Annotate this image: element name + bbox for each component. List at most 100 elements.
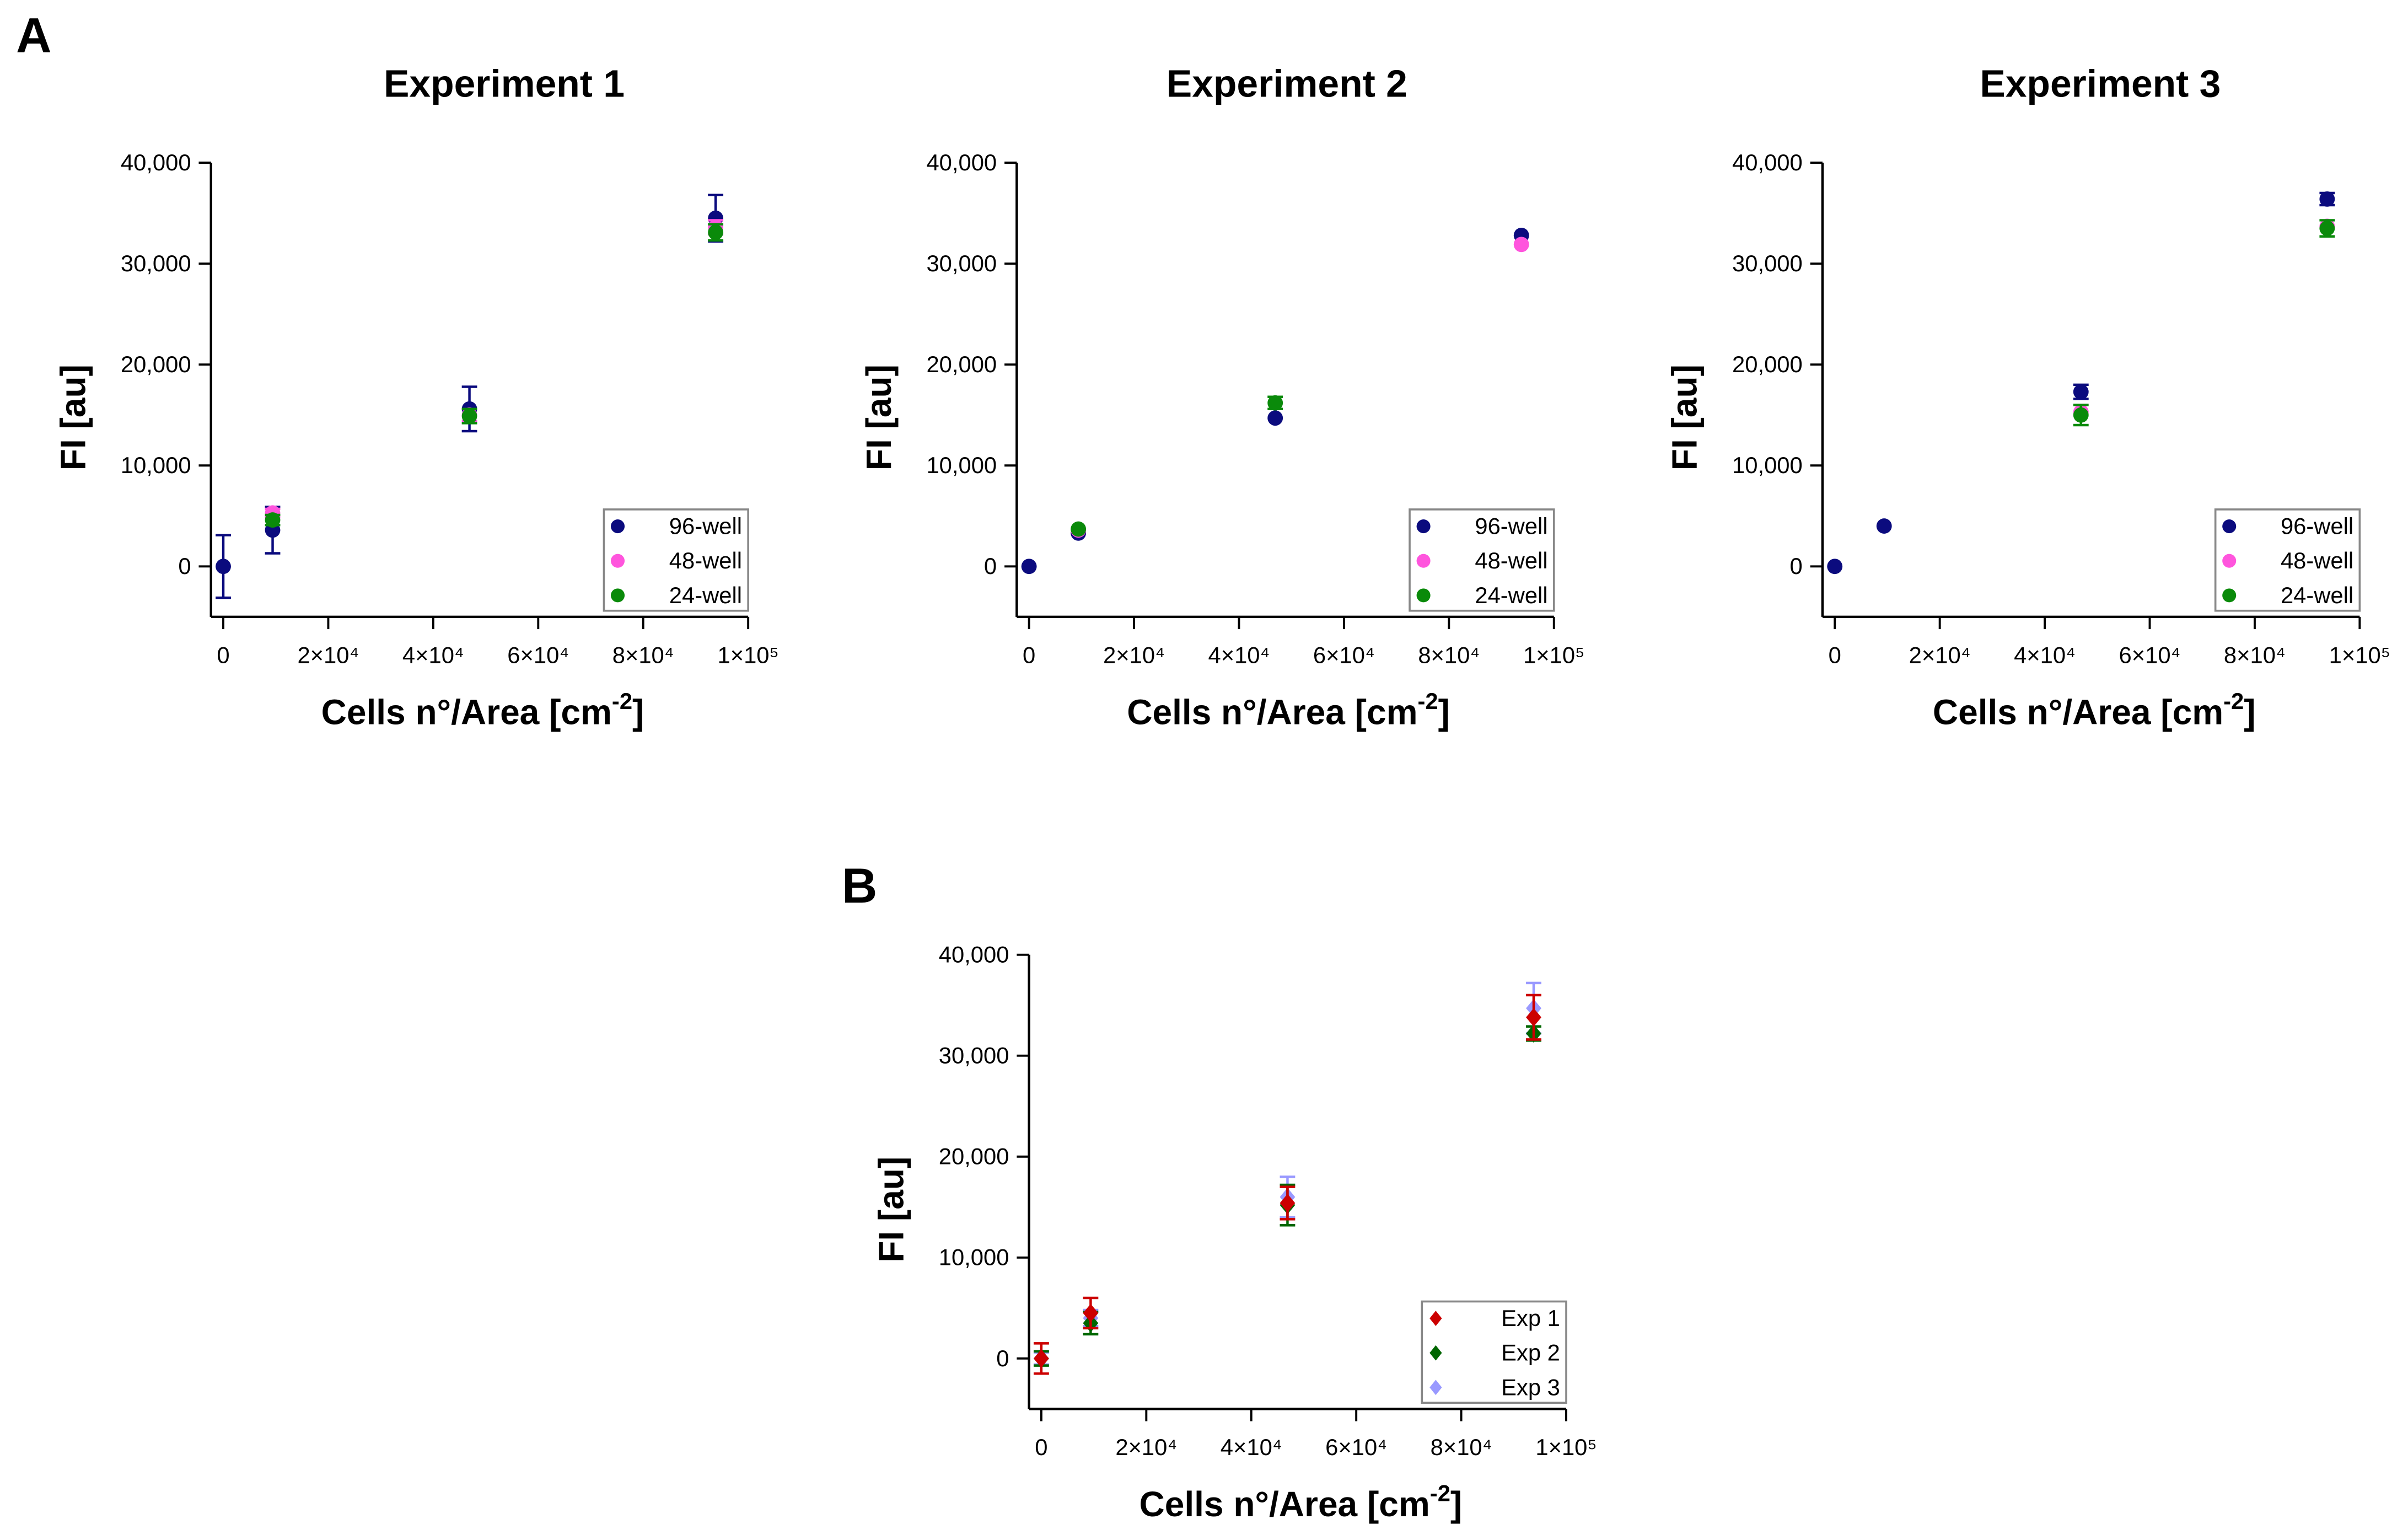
x-tick-label: 4×10⁴ — [2014, 642, 2076, 668]
x-tick-label: 6×10⁴ — [1313, 642, 1375, 668]
legend: 96-well 48-well 24-well — [2214, 508, 2361, 612]
y-tick-label: 0 — [984, 553, 997, 579]
data-point — [1827, 559, 1843, 575]
series-24-well — [2073, 219, 2335, 427]
legend-marker — [2222, 554, 2237, 568]
x-tick-label: 0 — [1829, 642, 1841, 668]
legend-marker — [2222, 519, 2237, 534]
legend-marker — [2222, 588, 2237, 603]
legend-box — [1421, 1300, 1567, 1404]
x-tick-label: 0 — [217, 642, 229, 668]
legend: 96-well 48-well 24-well — [1409, 508, 1555, 612]
y-tick-label: 20,000 — [926, 351, 997, 377]
legend-marker — [1416, 554, 1431, 568]
x-tick-label: 0 — [1035, 1434, 1047, 1460]
legend-label: 48-well — [1475, 548, 1547, 573]
data-point — [2073, 407, 2089, 423]
series-48-well — [265, 219, 724, 521]
legend-label: 96-well — [669, 513, 742, 539]
legend-box — [2214, 508, 2361, 612]
legend-label: Exp 3 — [1501, 1374, 1560, 1400]
x-tick-label: 1×10⁵ — [717, 642, 778, 668]
chart-1: Experiment 1 0 10,000 20,000 30,000 40,000 0 2×… — [53, 62, 778, 732]
x-tick-label: 8×10⁴ — [2224, 642, 2286, 668]
legend-marker — [610, 519, 625, 534]
series-48-well — [1071, 237, 1529, 538]
y-tick-label: 40,000 — [121, 149, 191, 175]
y-tick-label: 20,000 — [939, 1144, 1009, 1169]
x-tick-label: 4×10⁴ — [402, 642, 464, 668]
y-axis-label: FI [au] — [871, 1157, 911, 1263]
legend-label: Exp 2 — [1501, 1340, 1560, 1366]
x-tick-label: 4×10⁴ — [1208, 642, 1270, 668]
y-tick-label: 20,000 — [1732, 351, 1803, 377]
x-axis-label: Cells n°/Area [cm-2] — [1933, 688, 2256, 732]
data-point — [2319, 191, 2335, 207]
legend-label: 48-well — [2281, 548, 2353, 573]
data-point — [1876, 518, 1892, 534]
chart-2: Experiment 2 0 10,000 20,000 30,000 40,000 0 2×… — [859, 62, 1584, 732]
x-tick-label: 2×10⁴ — [1103, 642, 1165, 668]
y-tick-label: 10,000 — [939, 1244, 1009, 1270]
legend: Exp 1 Exp 2 Exp 3 — [1421, 1300, 1567, 1404]
legend-marker — [1416, 519, 1431, 534]
data-point — [216, 559, 231, 575]
y-tick-label: 40,000 — [926, 149, 997, 175]
legend-box — [603, 508, 749, 612]
legend-label: 24-well — [2281, 582, 2353, 608]
y-tick-label: 30,000 — [939, 1043, 1009, 1069]
series-24-well — [265, 223, 724, 528]
legend-marker — [1416, 588, 1431, 603]
panel-label-a: A — [16, 8, 51, 63]
data-point — [1513, 237, 1529, 253]
x-tick-label: 6×10⁴ — [507, 642, 569, 668]
data-point — [461, 408, 477, 424]
y-tick-label: 0 — [996, 1345, 1009, 1371]
legend-label: 24-well — [1475, 582, 1547, 608]
x-axis-label: Cells n°/Area [cm-2] — [321, 688, 644, 732]
series-exp-1 — [1033, 994, 1541, 1375]
legend-label: 96-well — [1475, 513, 1547, 539]
x-tick-label: 2×10⁴ — [1115, 1434, 1177, 1460]
y-axis-label: FI [au] — [1665, 364, 1705, 470]
data-point — [1267, 410, 1283, 426]
series-96-well — [1827, 191, 2335, 575]
y-tick-label: 20,000 — [121, 351, 191, 377]
data-point — [1083, 1303, 1099, 1323]
y-tick-label: 10,000 — [1732, 452, 1803, 478]
data-point — [1071, 521, 1087, 537]
x-axis-label: Cells n°/Area [cm-2] — [1140, 1480, 1463, 1524]
data-point — [1021, 559, 1037, 575]
legend-marker — [610, 554, 625, 568]
x-tick-label: 1×10⁵ — [2329, 642, 2390, 668]
chart-3: Experiment 3 0 10,000 20,000 30,000 40,000 0 2×… — [1665, 62, 2390, 732]
y-tick-label: 40,000 — [1732, 149, 1803, 175]
chart-title: Experiment 1 — [384, 62, 625, 105]
y-tick-label: 0 — [1790, 553, 1803, 579]
legend-label: 48-well — [669, 548, 742, 573]
legend-label: Exp 1 — [1501, 1305, 1560, 1331]
data-point — [1267, 395, 1283, 411]
x-tick-label: 2×10⁴ — [1909, 642, 1971, 668]
x-tick-label: 8×10⁴ — [612, 642, 674, 668]
series-24-well — [1071, 395, 1283, 537]
y-axis-label: FI [au] — [53, 364, 93, 470]
y-tick-label: 10,000 — [121, 452, 191, 478]
chart-title: Experiment 3 — [1980, 62, 2221, 105]
chart-4: 0 10,000 20,000 30,000 40,000 0 2×10⁴ 4×10⁴ 6×10… — [871, 942, 1597, 1525]
y-tick-label: 30,000 — [1732, 250, 1803, 276]
panel-label-b: B — [842, 858, 877, 913]
y-tick-label: 30,000 — [121, 250, 191, 276]
data-point — [708, 224, 724, 240]
x-tick-label: 1×10⁵ — [1535, 1434, 1597, 1460]
y-tick-label: 30,000 — [926, 250, 997, 276]
x-tick-label: 6×10⁴ — [1325, 1434, 1387, 1460]
legend-label: 96-well — [2281, 513, 2353, 539]
x-tick-label: 0 — [1023, 642, 1035, 668]
x-tick-label: 1×10⁵ — [1523, 642, 1584, 668]
data-point — [265, 512, 281, 528]
y-tick-label: 0 — [178, 553, 191, 579]
data-point — [1280, 1194, 1296, 1212]
data-point — [2319, 221, 2335, 237]
